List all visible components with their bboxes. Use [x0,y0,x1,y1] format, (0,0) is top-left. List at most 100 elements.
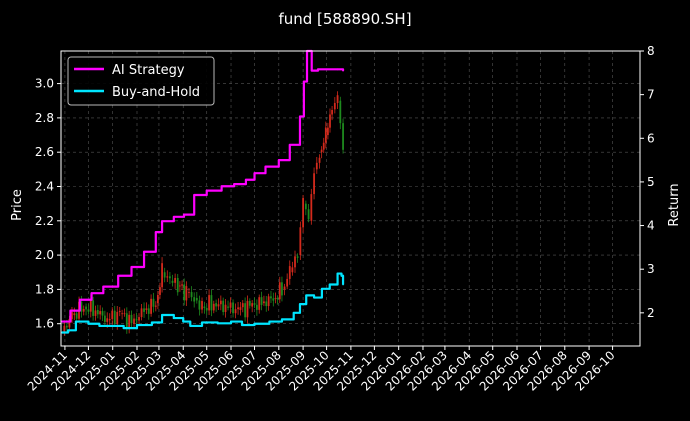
candle-body [185,286,188,301]
y-tick-label-left: 1.8 [35,282,54,296]
data-point [220,185,223,188]
y-tick-label-left: 3.0 [35,77,54,91]
candle-body [193,297,196,302]
data-point [277,159,280,161]
candle-body [116,311,119,324]
candle-body [302,198,304,228]
candle-body [89,300,92,312]
candle-body [203,306,206,308]
data-point [310,69,313,72]
data-point [340,274,343,277]
data-point [67,329,69,332]
data-point [268,320,271,323]
candle-body [288,266,291,279]
data-point [317,68,319,71]
candle-body [234,309,237,314]
candle-body [229,302,232,308]
candle-body [92,300,95,316]
candle-body [113,310,116,324]
data-point [281,318,283,321]
data-point [299,303,301,306]
data-point [241,324,243,326]
candle-body [274,297,277,299]
candle-body [190,292,193,298]
data-point [183,213,185,216]
candle-body [71,312,73,319]
candle-body [108,319,111,321]
y-tick-label-left: 2.8 [35,111,54,125]
candle-body [299,227,302,256]
data-point [233,183,236,185]
candle-body [135,318,138,321]
data-point [253,172,256,175]
data-point [117,274,120,277]
candle-body [342,123,344,150]
data-point [130,266,133,268]
candle-body [283,286,286,290]
candle-body [171,280,174,283]
data-point [74,320,77,323]
candle-body [121,313,124,315]
data-point [143,250,145,253]
data-point [154,231,157,234]
candle-body [318,157,321,163]
candle-body [94,310,97,316]
y-tick-label-left: 2.6 [35,145,54,159]
candle-body [244,303,247,318]
candle-body [310,194,313,221]
candle-body [101,311,104,316]
data-point [292,311,295,314]
candle-body [260,297,263,305]
data-point [161,220,163,223]
candle-body [166,276,169,278]
candle-body [222,300,225,312]
candle-body [286,278,289,287]
candle-body [304,203,307,210]
y-axis-label-right: Return [667,183,682,226]
data-point [253,322,256,325]
candle-body [174,277,177,283]
candle-body [63,325,66,333]
candle-body [296,256,299,258]
data-point [111,325,114,327]
data-point [172,317,175,319]
candle-body [251,303,254,307]
legend-box [67,56,215,106]
candle-body [276,297,279,300]
candle-body [130,314,133,324]
candle-body [154,305,157,307]
candle-body [195,297,198,301]
candle-body [133,318,135,324]
data-point [189,325,192,327]
candle-body [227,306,229,308]
data-point [336,68,339,71]
candle-body [272,298,275,301]
candle-body [219,300,222,305]
y-tick-label-right: 6 [647,131,655,145]
legend-label-buy-and-hold: Buy-and-Hold [112,85,200,100]
data-point [69,309,72,312]
candle-body [128,314,131,329]
candle-body [263,301,265,304]
candle-body [212,303,215,311]
buy-and-hold-line [61,272,345,334]
candle-body [68,318,71,328]
candle-body [315,162,318,170]
candle-body [188,292,190,293]
candle-body [291,267,294,273]
y-tick-label-right: 3 [647,262,655,276]
data-point [193,194,196,196]
data-point [305,294,308,297]
data-point [342,283,344,286]
candle-body [208,295,210,311]
candle-body [152,298,155,307]
data-point [98,325,101,327]
candle-body [267,296,270,307]
y-tick-label-right: 7 [647,88,655,102]
candle-body [239,307,242,310]
candle-body [331,110,333,115]
candle-body [75,313,78,319]
candle-body [241,303,244,308]
candle-body [65,325,68,328]
